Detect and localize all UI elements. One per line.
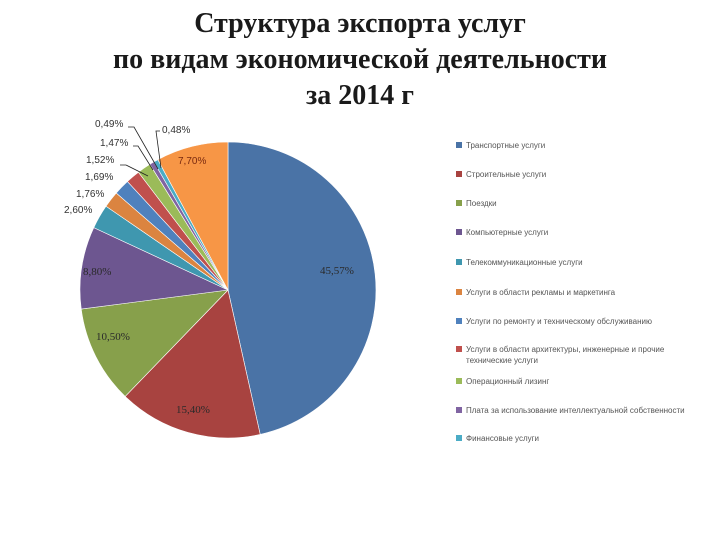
title-line-2: по видам экономической деятельности (112, 44, 608, 75)
slice-label-repair: 1,69% (85, 172, 114, 183)
slice-label-architecture: 1,52% (86, 155, 115, 166)
legend-swatch (456, 259, 462, 265)
legend-swatch (456, 289, 462, 295)
legend-item-leasing: Операционный лизинг (456, 376, 691, 387)
legend-item-ip: Плата за использование интеллектуальной … (456, 405, 691, 416)
legend-swatch (456, 229, 462, 235)
legend-swatch (456, 407, 462, 413)
legend-item-advertising: Услуги в области рекламы и маркетинга (456, 287, 691, 298)
pie-slice (79, 227, 230, 310)
legend-swatch (456, 142, 462, 148)
slice-label-financial: 0,48% (162, 125, 191, 136)
slice-label-telecom: 2,60% (64, 205, 93, 216)
legend-item-computer: Компьютерные услуги (456, 227, 691, 238)
slice-label-advertising: 1,76% (76, 189, 105, 200)
legend-swatch (456, 171, 462, 177)
slice-label-other: 7,70% (178, 156, 207, 167)
slice-label-travel: 10,50% (96, 331, 130, 343)
legend-item-financial: Финансовые услуги (456, 433, 691, 444)
legend-swatch (456, 378, 462, 384)
legend-swatch (456, 200, 462, 206)
legend-item-architecture: Услуги в области архитектуры, инженерные… (456, 344, 691, 366)
legend-item-travel: Поездки (456, 198, 691, 209)
pie-slices (79, 141, 377, 439)
slice-label-computer: 8,80% (83, 266, 112, 278)
legend-item-telecom: Телекоммуникационные услуги (456, 257, 691, 268)
pie-slice (227, 141, 377, 435)
pie-slice (80, 289, 229, 397)
title-line-3: за 2014 г (306, 80, 414, 111)
slice-label-leasing: 1,47% (100, 138, 129, 149)
legend-item-construction: Строительные услуги (456, 169, 691, 180)
legend-swatch (456, 318, 462, 324)
leader-lines (120, 126, 162, 177)
title-line-1: Структура экспорта услуг (194, 8, 526, 39)
legend-item-transport: Транспортные услуги (456, 140, 691, 151)
legend-swatch (456, 346, 462, 352)
pie-slice (124, 289, 261, 439)
chart-title: Структура экспорта услуг по видам эконом… (0, 6, 720, 114)
slice-label-transport: 45,57% (320, 265, 354, 277)
slice-label-ip: 0,49% (95, 119, 124, 130)
legend-swatch (456, 435, 462, 441)
pie-slice (157, 141, 229, 291)
legend-item-repair: Услуги по ремонту и техническому обслужи… (456, 316, 691, 327)
slice-label-construction: 15,40% (176, 404, 210, 416)
